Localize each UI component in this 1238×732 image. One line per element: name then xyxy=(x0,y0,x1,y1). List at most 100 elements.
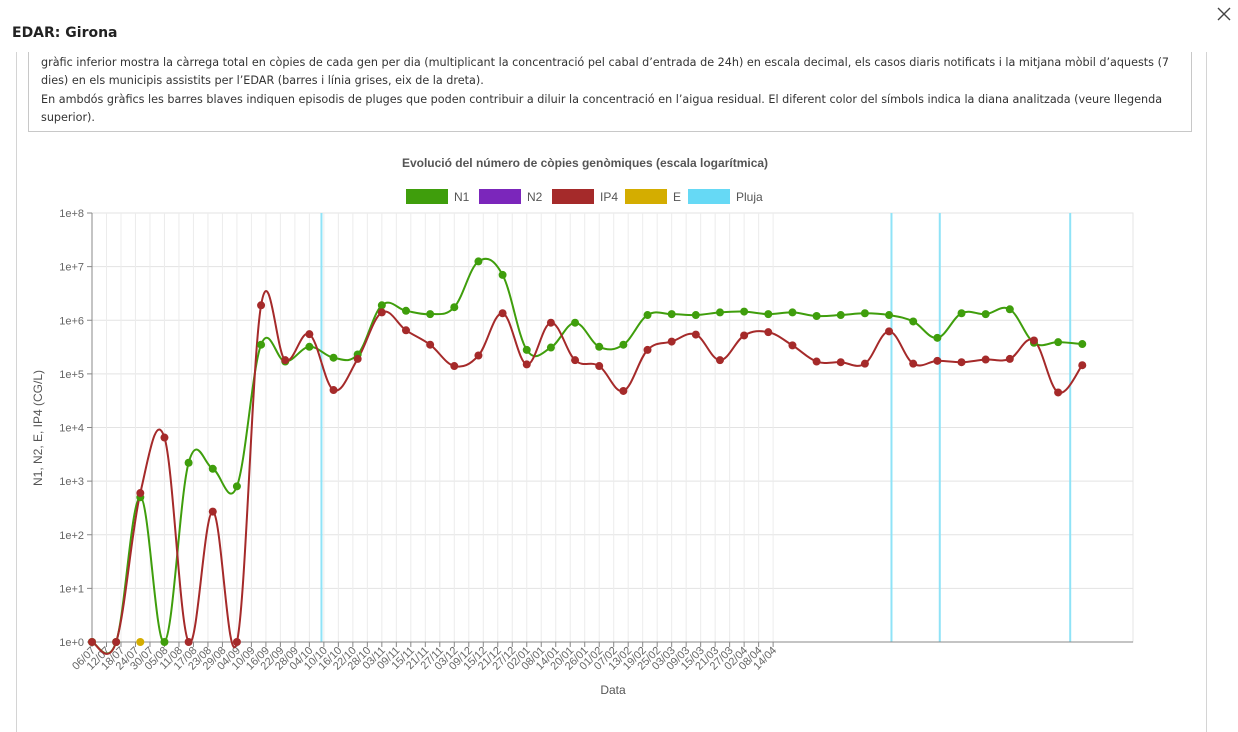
data-point-e xyxy=(136,638,145,646)
data-point-n1 xyxy=(740,307,749,316)
data-point-n1 xyxy=(257,340,266,349)
data-point-ip4 xyxy=(860,359,869,368)
y-tick-label: 1e+4 xyxy=(59,423,84,435)
legend-label-pluja: Pluja xyxy=(736,190,763,204)
data-point-ip4 xyxy=(401,326,410,335)
y-tick-label: 1e+2 xyxy=(59,530,84,542)
rain-bar xyxy=(938,213,941,642)
series-lines xyxy=(91,257,1084,655)
data-point-ip4 xyxy=(305,330,314,339)
data-point-n1 xyxy=(836,311,845,320)
data-point-ip4 xyxy=(667,337,676,346)
legend-label-n1: N1 xyxy=(454,190,470,204)
data-point-n1 xyxy=(812,312,821,321)
data-point-n1 xyxy=(160,638,169,646)
data-point-ip4 xyxy=(546,318,555,327)
data-point-n1 xyxy=(860,309,869,318)
data-point-n1 xyxy=(909,317,918,326)
data-point-ip4 xyxy=(740,331,749,340)
data-point-ip4 xyxy=(812,357,821,366)
close-icon xyxy=(1217,7,1231,21)
y-axis: 1e+0 1e+1 1e+2 1e+3 1e+4 1e+5 1e+6 1e+7 1e+8 xyxy=(59,208,93,649)
data-point-n1 xyxy=(619,340,628,349)
log-scale-chart: Evolució del número de còpies genòmiques… xyxy=(31,156,1134,697)
data-point-n1 xyxy=(595,342,604,351)
data-point-ip4 xyxy=(353,354,362,363)
data-point-ip4 xyxy=(885,327,894,336)
y-axis-label: N1, N2, E, IP4 (CG/L) xyxy=(31,370,45,486)
data-point-ip4 xyxy=(836,358,845,367)
data-point-ip4 xyxy=(450,362,459,371)
data-point-ip4 xyxy=(909,359,918,368)
description-box: gràfic inferior mostra la càrrega total … xyxy=(28,52,1192,132)
y-tick-label: 1e+0 xyxy=(59,637,84,649)
legend-label-e: E xyxy=(673,190,681,204)
data-point-n1 xyxy=(1054,338,1063,347)
y-tick-label: 1e+5 xyxy=(59,369,84,381)
data-point-n1 xyxy=(981,310,990,319)
data-point-ip4 xyxy=(643,345,652,354)
y-tick-label: 1e+8 xyxy=(59,208,84,220)
legend-swatch-n1 xyxy=(406,189,448,204)
data-point-n1 xyxy=(643,311,652,320)
data-point-ip4 xyxy=(788,341,797,350)
x-axis: 06/0712/0718/0724/0730/0705/0811/0817/08… xyxy=(70,641,1133,673)
data-point-ip4 xyxy=(498,309,507,318)
data-point-n1 xyxy=(957,309,966,318)
data-point-ip4 xyxy=(426,340,435,349)
data-point-ip4 xyxy=(377,308,386,317)
data-point-ip4 xyxy=(1029,336,1038,345)
chart-panel xyxy=(16,52,1207,732)
data-point-ip4 xyxy=(715,356,724,365)
data-point-n1 xyxy=(788,308,797,317)
data-point-ip4 xyxy=(933,356,942,365)
data-point-n1 xyxy=(329,353,338,362)
data-point-ip4 xyxy=(281,356,290,365)
data-point-ip4 xyxy=(184,638,193,646)
legend-swatch-ip4 xyxy=(552,189,594,204)
data-point-n1 xyxy=(401,306,410,315)
description-paragraph-2: En ambdós gràfics les barres blaves indi… xyxy=(41,92,1163,124)
data-point-n1 xyxy=(764,310,773,319)
data-point-n1 xyxy=(305,342,314,351)
x-axis-label: Data xyxy=(600,683,626,697)
y-tick-label: 1e+6 xyxy=(59,315,84,327)
legend-swatch-pluja xyxy=(688,189,730,204)
data-point-n1 xyxy=(691,311,700,320)
data-point-ip4 xyxy=(136,489,145,498)
data-point-ip4 xyxy=(257,301,266,310)
data-point-ip4 xyxy=(522,360,531,369)
data-point-ip4 xyxy=(208,507,217,516)
series-line-ip4 xyxy=(91,290,1084,655)
data-point-n1 xyxy=(232,482,241,491)
data-point-n1 xyxy=(571,318,580,327)
data-point-n1 xyxy=(377,301,386,310)
data-point-n1 xyxy=(885,311,894,320)
data-point-ip4 xyxy=(1054,388,1063,397)
chart-legend: N1 N2 IP4 E Pluja xyxy=(406,189,763,204)
data-point-n1 xyxy=(474,257,483,266)
data-point-n1 xyxy=(498,270,507,279)
legend-label-ip4: IP4 xyxy=(600,190,618,204)
data-point-n1 xyxy=(715,308,724,317)
rain-bar xyxy=(890,213,893,642)
legend-swatch-n2 xyxy=(479,189,521,204)
close-button[interactable] xyxy=(1210,0,1238,28)
rain-bar xyxy=(320,213,323,642)
data-point-ip4 xyxy=(88,638,96,646)
data-point-ip4 xyxy=(981,355,990,364)
y-tick-label: 1e+7 xyxy=(59,262,84,274)
y-tick-label: 1e+3 xyxy=(59,476,84,488)
rain-markers xyxy=(320,213,1072,642)
data-point-ip4 xyxy=(160,433,169,442)
rain-bar xyxy=(1069,213,1072,642)
data-point-ip4 xyxy=(1005,354,1014,363)
data-point-n1 xyxy=(933,333,942,342)
data-point-n1 xyxy=(667,310,676,319)
series-points xyxy=(88,257,1087,646)
data-point-ip4 xyxy=(619,386,628,395)
legend-swatch-e xyxy=(625,189,667,204)
data-point-ip4 xyxy=(957,358,966,367)
data-point-n1 xyxy=(1005,305,1014,314)
data-point-n1 xyxy=(184,458,193,467)
